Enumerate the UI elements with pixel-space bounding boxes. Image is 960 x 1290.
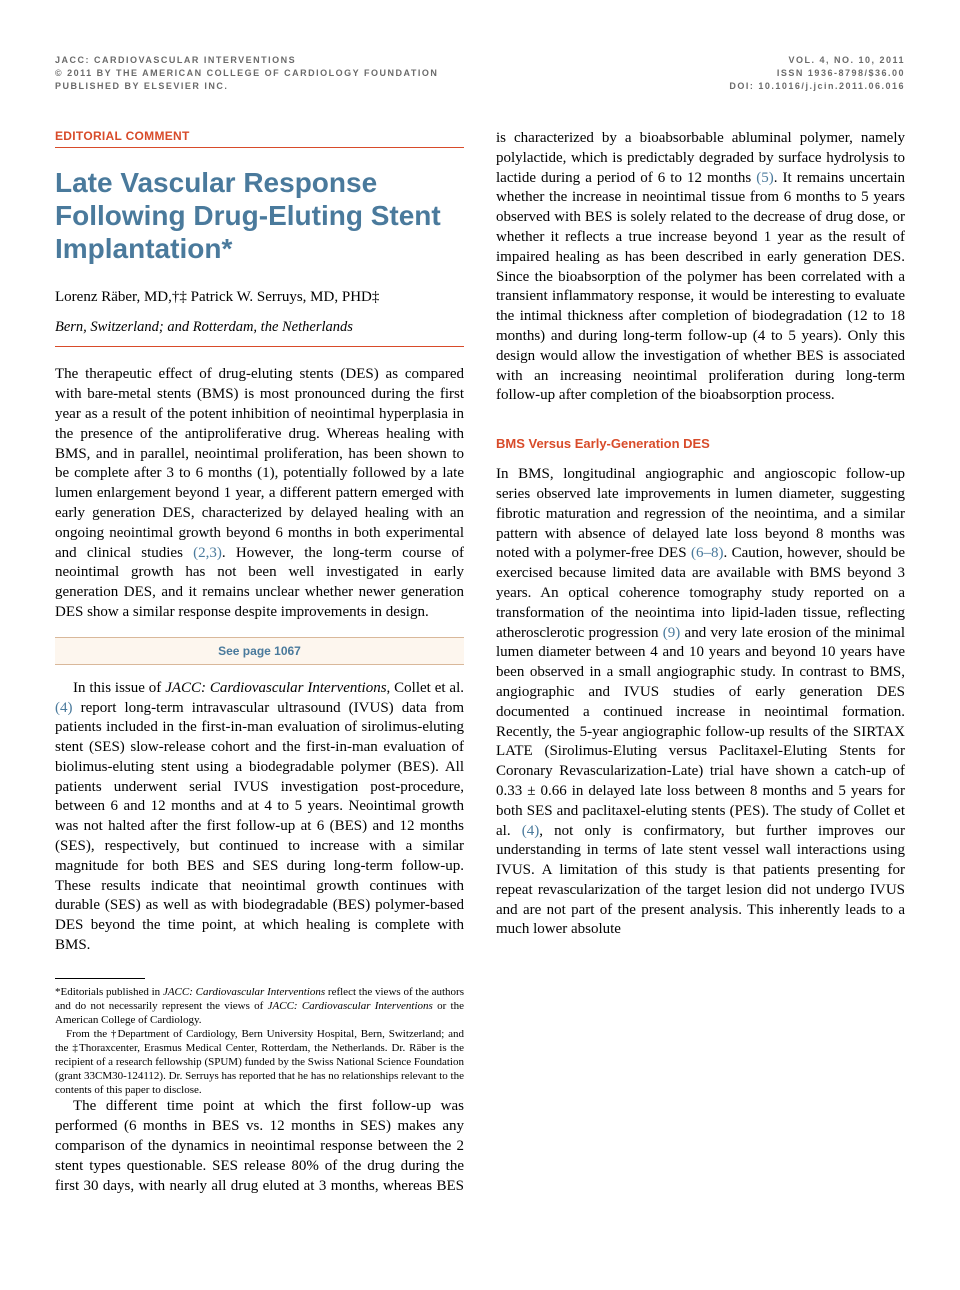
affiliations: Bern, Switzerland; and Rotterdam, the Ne…: [55, 319, 464, 336]
ref-link-4[interactable]: (4): [55, 700, 73, 716]
running-header: JACC: CARDIOVASCULAR INTERVENTIONS VOL. …: [55, 55, 905, 91]
header-copyright: © 2011 BY THE AMERICAN COLLEGE OF CARDIO…: [55, 68, 438, 78]
article-body-columns: EDITORIAL COMMENT Late Vascular Response…: [55, 129, 905, 1209]
para4-d: , not only is confirmatory, but further …: [496, 823, 905, 938]
para2-a: In this issue of: [73, 680, 165, 696]
footnote-affil: From the †Department of Cardiology, Bern…: [55, 1027, 464, 1097]
header-volume: VOL. 4, NO. 10, 2011: [788, 55, 905, 65]
ref-link-5[interactable]: (5): [756, 170, 774, 186]
ref-link-2-3[interactable]: (2,3): [193, 545, 222, 561]
paragraph-bms: In BMS, longitudinal angiographic and an…: [496, 465, 905, 940]
para1-text: The therapeutic effect of drug-eluting s…: [55, 366, 464, 560]
journal-italic: JACC: Cardiovascular Interventions: [165, 680, 386, 696]
footnote-editorial: *Editorials published in JACC: Cardiovas…: [55, 985, 464, 1027]
paragraph-collet: In this issue of JACC: Cardiovascular In…: [55, 679, 464, 956]
paragraph-intro: The therapeutic effect of drug-eluting s…: [55, 365, 464, 622]
fn-d: From the †Department of Cardiology, Bern…: [55, 1028, 464, 1096]
see-page-callout[interactable]: See page 1067: [55, 637, 464, 665]
footnote-block: *Editorials published in JACC: Cardiovas…: [55, 978, 464, 1098]
author-line: Lorenz Räber, MD,†‡ Patrick W. Serruys, …: [55, 287, 464, 307]
header-doi: DOI: 10.1016/j.jcin.2011.06.016: [729, 81, 905, 91]
ref-link-6-8[interactable]: (6–8): [691, 545, 724, 561]
section-heading-bms: BMS Versus Early-Generation DES: [496, 436, 905, 451]
header-issn: ISSN 1936-8798/$36.00: [777, 68, 905, 78]
divider-red-bottom: [55, 346, 464, 347]
article-title: Late Vascular Response Following Drug-El…: [55, 166, 464, 265]
fn-ital1: JACC: Cardiovascular Interventions: [163, 986, 325, 998]
divider-red-top: [55, 147, 464, 148]
header-publisher: PUBLISHED BY ELSEVIER INC.: [55, 81, 228, 91]
ref-link-4b[interactable]: (4): [522, 823, 540, 839]
section-label: EDITORIAL COMMENT: [55, 129, 464, 143]
fn-a: *Editorials published in: [55, 986, 163, 998]
fn-ital2: JACC: Cardiovascular Interventions: [268, 1000, 433, 1012]
para4-c: and very late erosion of the minimal lum…: [496, 625, 905, 839]
header-journal: JACC: CARDIOVASCULAR INTERVENTIONS: [55, 55, 296, 65]
para3-b: . It remains uncertain whether the incre…: [496, 170, 905, 404]
ref-link-9[interactable]: (9): [663, 625, 681, 641]
footnote-rule: [55, 978, 145, 979]
para2-b: , Collet et al.: [387, 680, 464, 696]
para2-c: report long-term intravascular ultrasoun…: [55, 700, 464, 954]
